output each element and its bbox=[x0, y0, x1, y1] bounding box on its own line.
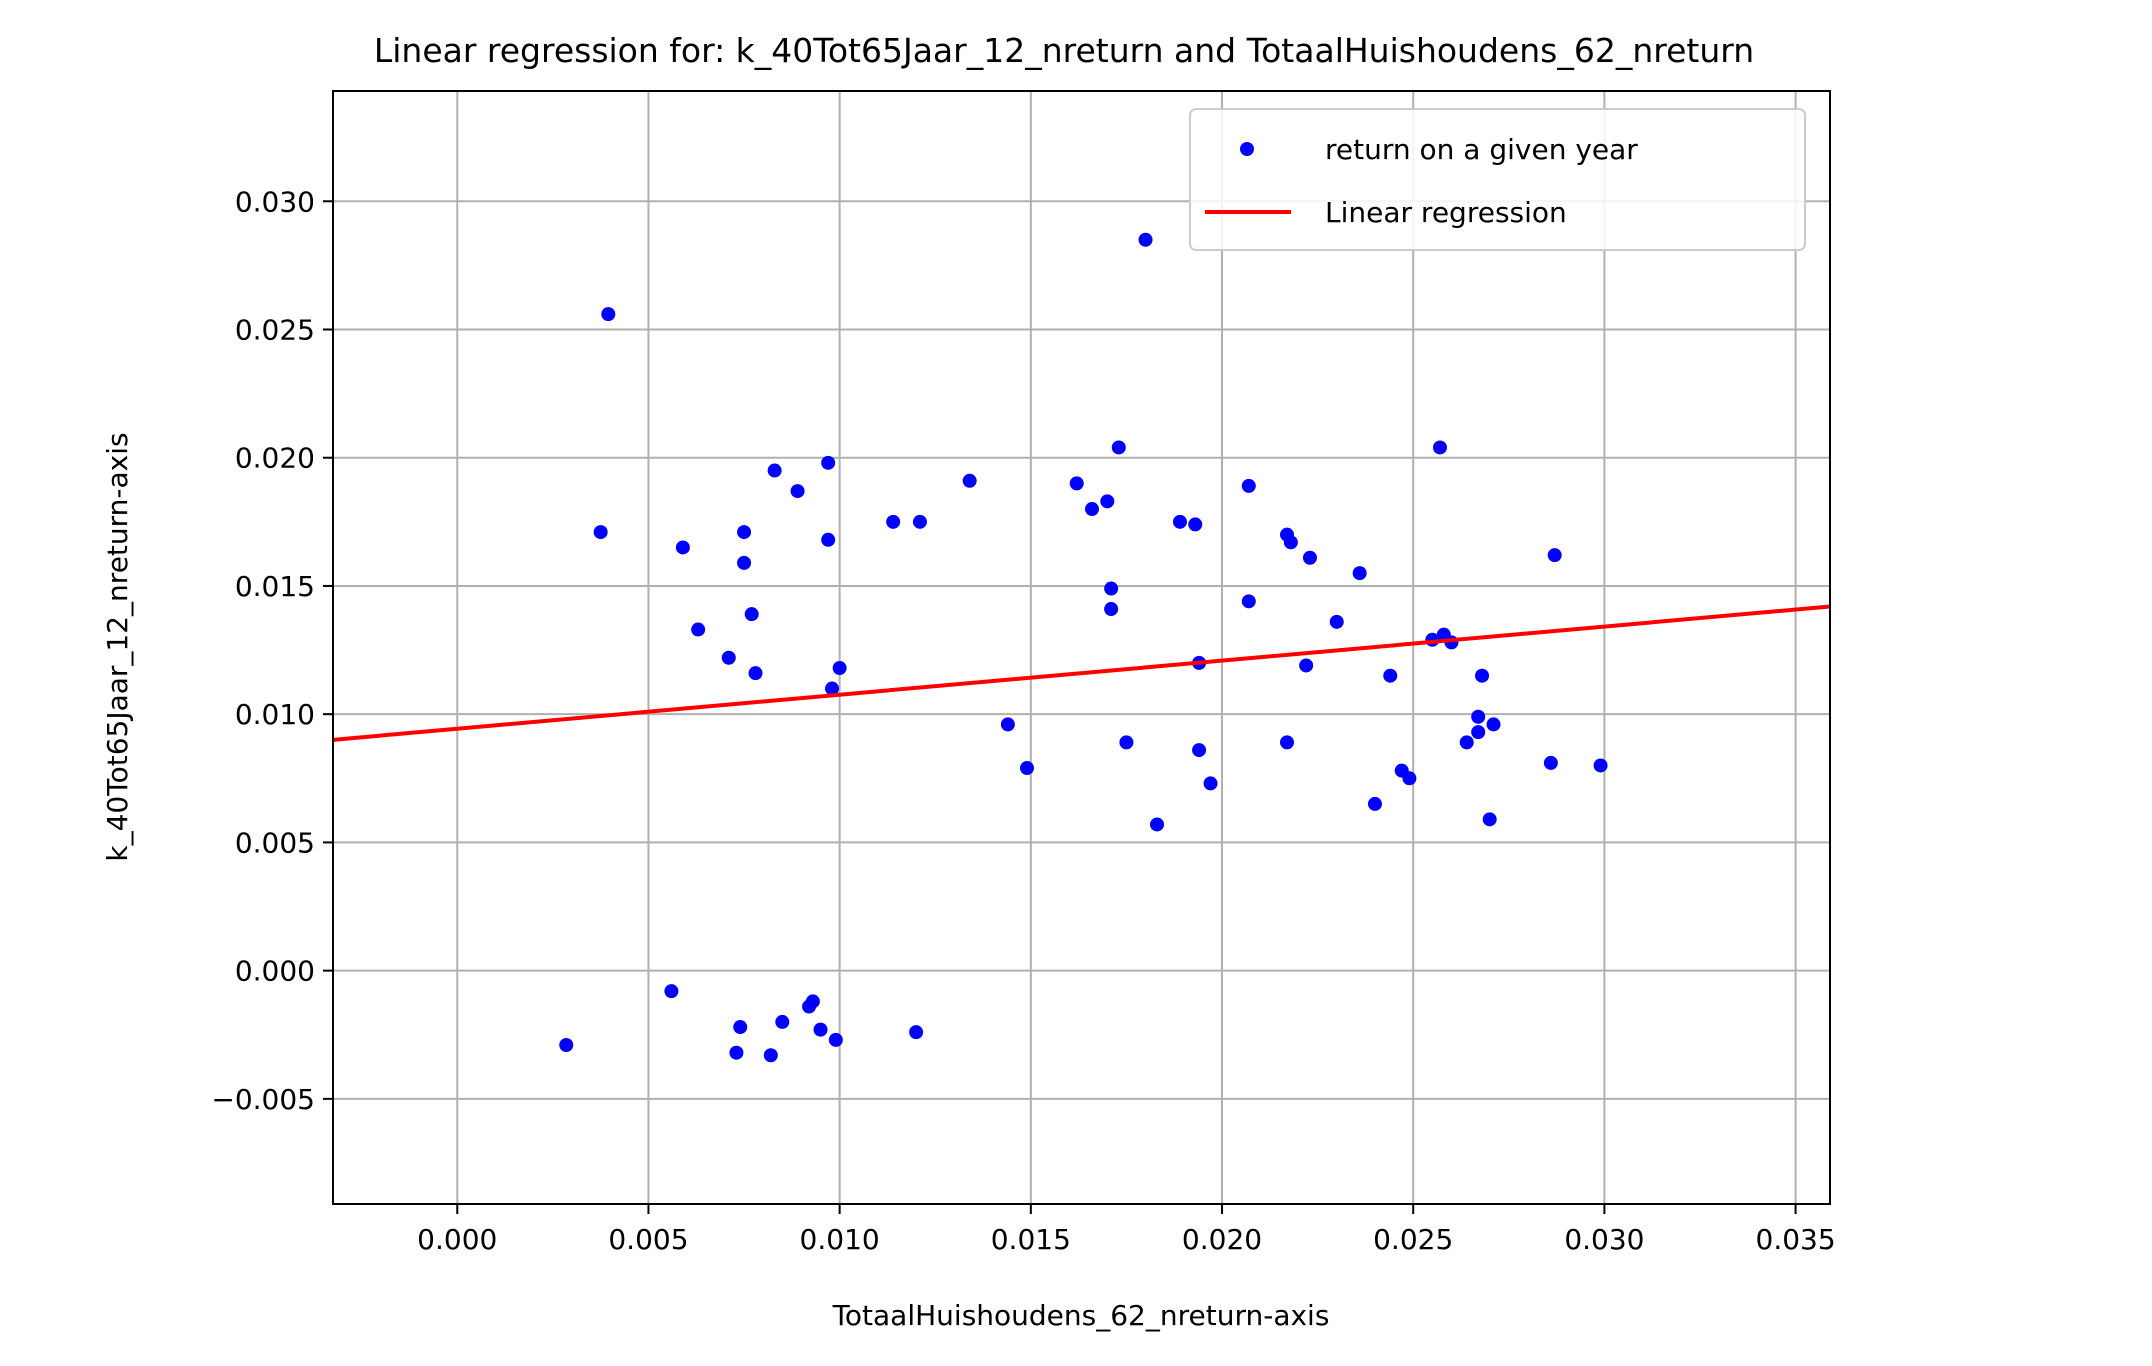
y-tick-label: 0.030 bbox=[235, 185, 315, 218]
scatter-point bbox=[1547, 548, 1562, 563]
scatter-point bbox=[886, 514, 901, 529]
scatter-point bbox=[1085, 502, 1100, 517]
scatter-point bbox=[1111, 440, 1126, 455]
scatter-point bbox=[821, 455, 836, 470]
x-tick-label: 0.000 bbox=[417, 1223, 497, 1256]
scatter-point bbox=[962, 473, 977, 488]
scatter-point bbox=[1241, 478, 1256, 493]
scatter-point bbox=[1486, 717, 1501, 732]
x-tick-label: 0.030 bbox=[1564, 1223, 1644, 1256]
scatter-point bbox=[1104, 581, 1119, 596]
scatter-point bbox=[559, 1038, 574, 1052]
scatter-point bbox=[1459, 735, 1474, 750]
x-tick-label: 0.035 bbox=[1756, 1223, 1836, 1256]
legend-label-scatter: return on a given year bbox=[1325, 133, 1638, 166]
legend: return on a given year Linear regression bbox=[1189, 108, 1806, 251]
x-tick-label: 0.020 bbox=[1182, 1223, 1262, 1256]
scatter-point bbox=[737, 525, 752, 540]
x-tick-label: 0.010 bbox=[800, 1223, 880, 1256]
x-tick-label: 0.025 bbox=[1373, 1223, 1453, 1256]
scatter-point bbox=[825, 681, 839, 696]
scatter-point bbox=[1593, 758, 1608, 773]
scatter-point bbox=[1367, 796, 1382, 811]
scatter-point bbox=[737, 555, 752, 570]
chart-title: Linear regression for: k_40Tot65Jaar_12_… bbox=[374, 31, 1754, 70]
scatter-point bbox=[1383, 668, 1398, 683]
scatter-point bbox=[1241, 594, 1256, 609]
scatter-point bbox=[1150, 817, 1165, 832]
x-axis-ticks: 0.000 0.005 0.010 0.015 0.020 0.025 0.030 0.035 bbox=[417, 1204, 1836, 1256]
legend-box bbox=[1189, 108, 1806, 251]
y-tick-label: 0.005 bbox=[235, 826, 315, 859]
scatter-point bbox=[790, 484, 805, 499]
y-tick-label: 0.015 bbox=[235, 570, 315, 603]
y-tick-label: −0.005 bbox=[211, 1083, 315, 1116]
regression-line bbox=[332, 604, 1831, 742]
scatter-point bbox=[1020, 761, 1035, 776]
y-axis-label: k_40Tot65Jaar_12_nreturn-axis bbox=[101, 432, 134, 861]
scatter-point bbox=[1283, 535, 1298, 550]
x-tick-label: 0.015 bbox=[991, 1223, 1071, 1256]
legend-label-regression: Linear regression bbox=[1325, 196, 1567, 229]
y-tick-label: 0.000 bbox=[235, 955, 315, 988]
scatter-point bbox=[1104, 602, 1119, 617]
scatter-point bbox=[1000, 717, 1015, 732]
scatter-point bbox=[733, 1020, 748, 1035]
y-axis-ticks: −0.005 0.000 0.005 0.010 0.015 0.020 0.025 0.03… bbox=[211, 185, 333, 1116]
scatter-point bbox=[763, 1048, 778, 1063]
scatter-point bbox=[1482, 812, 1497, 827]
scatter-point bbox=[832, 661, 847, 676]
scatter-point bbox=[601, 307, 616, 322]
scatter-point bbox=[1402, 771, 1417, 786]
scatter-point bbox=[909, 1025, 924, 1040]
scatter-point bbox=[691, 622, 706, 637]
y-tick-label: 0.025 bbox=[235, 314, 315, 347]
scatter-point bbox=[1069, 476, 1084, 491]
scatter-point bbox=[1172, 514, 1187, 529]
scatter-point bbox=[775, 1014, 790, 1029]
scatter-point bbox=[1280, 735, 1295, 750]
scatter-point bbox=[767, 463, 782, 478]
scatter-point bbox=[1329, 614, 1344, 629]
scatter-point bbox=[675, 540, 690, 555]
scatter-point bbox=[805, 994, 820, 1009]
scatter-point bbox=[744, 607, 759, 622]
scatter-point bbox=[1188, 517, 1203, 532]
x-axis-label: TotaalHuishoudens_62_nreturn-axis bbox=[832, 1299, 1330, 1332]
scatter-point bbox=[828, 1032, 843, 1047]
scatter-point bbox=[1203, 776, 1218, 791]
scatter-point bbox=[1543, 755, 1558, 770]
scatter-point bbox=[1471, 709, 1486, 724]
scatter-point bbox=[1352, 566, 1367, 581]
y-tick-label: 0.020 bbox=[235, 442, 315, 475]
scatter-point bbox=[1475, 668, 1490, 683]
scatter-point bbox=[813, 1022, 828, 1037]
scatter-point bbox=[748, 666, 763, 681]
y-tick-label: 0.010 bbox=[235, 698, 315, 731]
scatter-point bbox=[664, 984, 679, 999]
scatter-point bbox=[721, 650, 736, 665]
scatter-point bbox=[821, 532, 836, 547]
x-tick-label: 0.005 bbox=[608, 1223, 688, 1256]
scatter-point bbox=[1471, 725, 1486, 740]
scatter-point bbox=[1302, 550, 1317, 565]
scatter-point bbox=[1138, 232, 1153, 247]
scatter-point bbox=[912, 514, 927, 529]
plot-area bbox=[332, 232, 1831, 1063]
scatter-point bbox=[1192, 743, 1207, 758]
legend-marker-scatter bbox=[1240, 142, 1254, 156]
scatter-point bbox=[593, 525, 608, 540]
scatter-point bbox=[1299, 658, 1314, 673]
grid-lines bbox=[333, 91, 1830, 1204]
scatter-point bbox=[729, 1045, 744, 1060]
scatter-point bbox=[1432, 440, 1447, 455]
axes-frame bbox=[332, 90, 1831, 1205]
scatter-point bbox=[1100, 494, 1115, 509]
scatter-point bbox=[1119, 735, 1134, 750]
